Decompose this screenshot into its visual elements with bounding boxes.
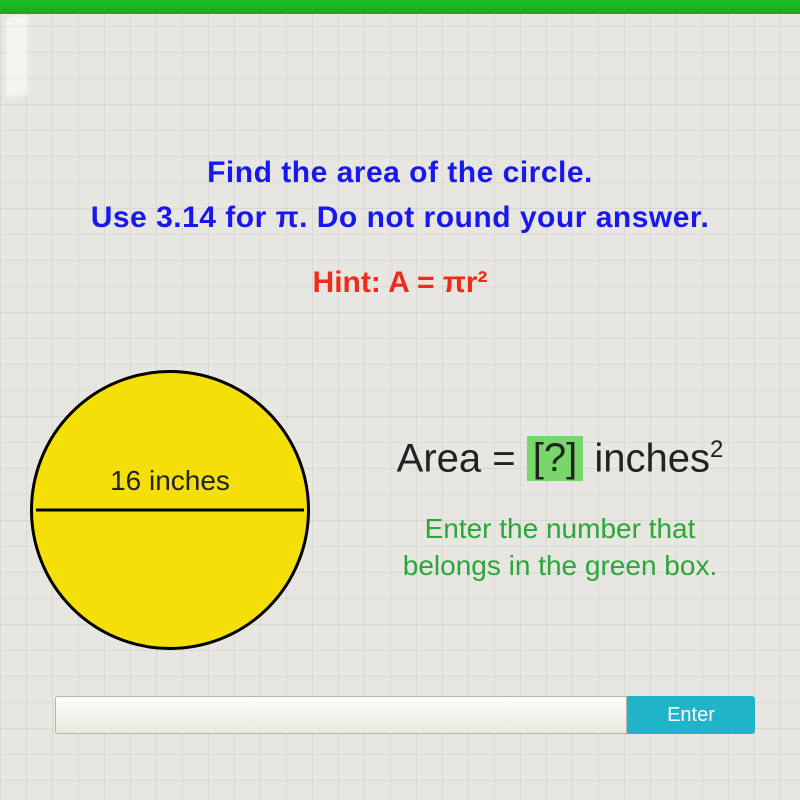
circle-shape: 16 inches: [30, 370, 310, 650]
enter-button[interactable]: Enter: [627, 696, 755, 734]
prompt-line-2: Use 3.14 for π. Do not round your answer…: [0, 195, 800, 240]
circle-figure: 16 inches: [30, 370, 310, 650]
question-content: Find the area of the circle. Use 3.14 fo…: [0, 0, 800, 300]
sub-instruction-line-2: belongs in the green box.: [340, 548, 780, 584]
answer-input[interactable]: [55, 696, 627, 734]
answer-column: Area = [?] inches2 Enter the number that…: [340, 436, 780, 584]
answer-placeholder: [?]: [527, 436, 583, 481]
answer-input-row: Enter: [55, 696, 755, 734]
area-expression: Area = [?] inches2: [340, 436, 780, 481]
figure-row: 16 inches Area = [?] inches2 Enter the n…: [0, 370, 800, 650]
area-prefix: Area =: [397, 436, 527, 480]
sub-instruction-line-1: Enter the number that: [340, 511, 780, 547]
area-exponent: 2: [710, 436, 723, 463]
area-suffix: inches: [583, 436, 710, 480]
prompt-line-1: Find the area of the circle.: [0, 150, 800, 195]
question-prompt: Find the area of the circle. Use 3.14 fo…: [0, 150, 800, 240]
diameter-line: [36, 509, 304, 512]
sub-instruction: Enter the number that belongs in the gre…: [340, 511, 780, 584]
hint-text: Hint: A = πr²: [0, 266, 800, 300]
diameter-label: 16 inches: [33, 465, 307, 497]
